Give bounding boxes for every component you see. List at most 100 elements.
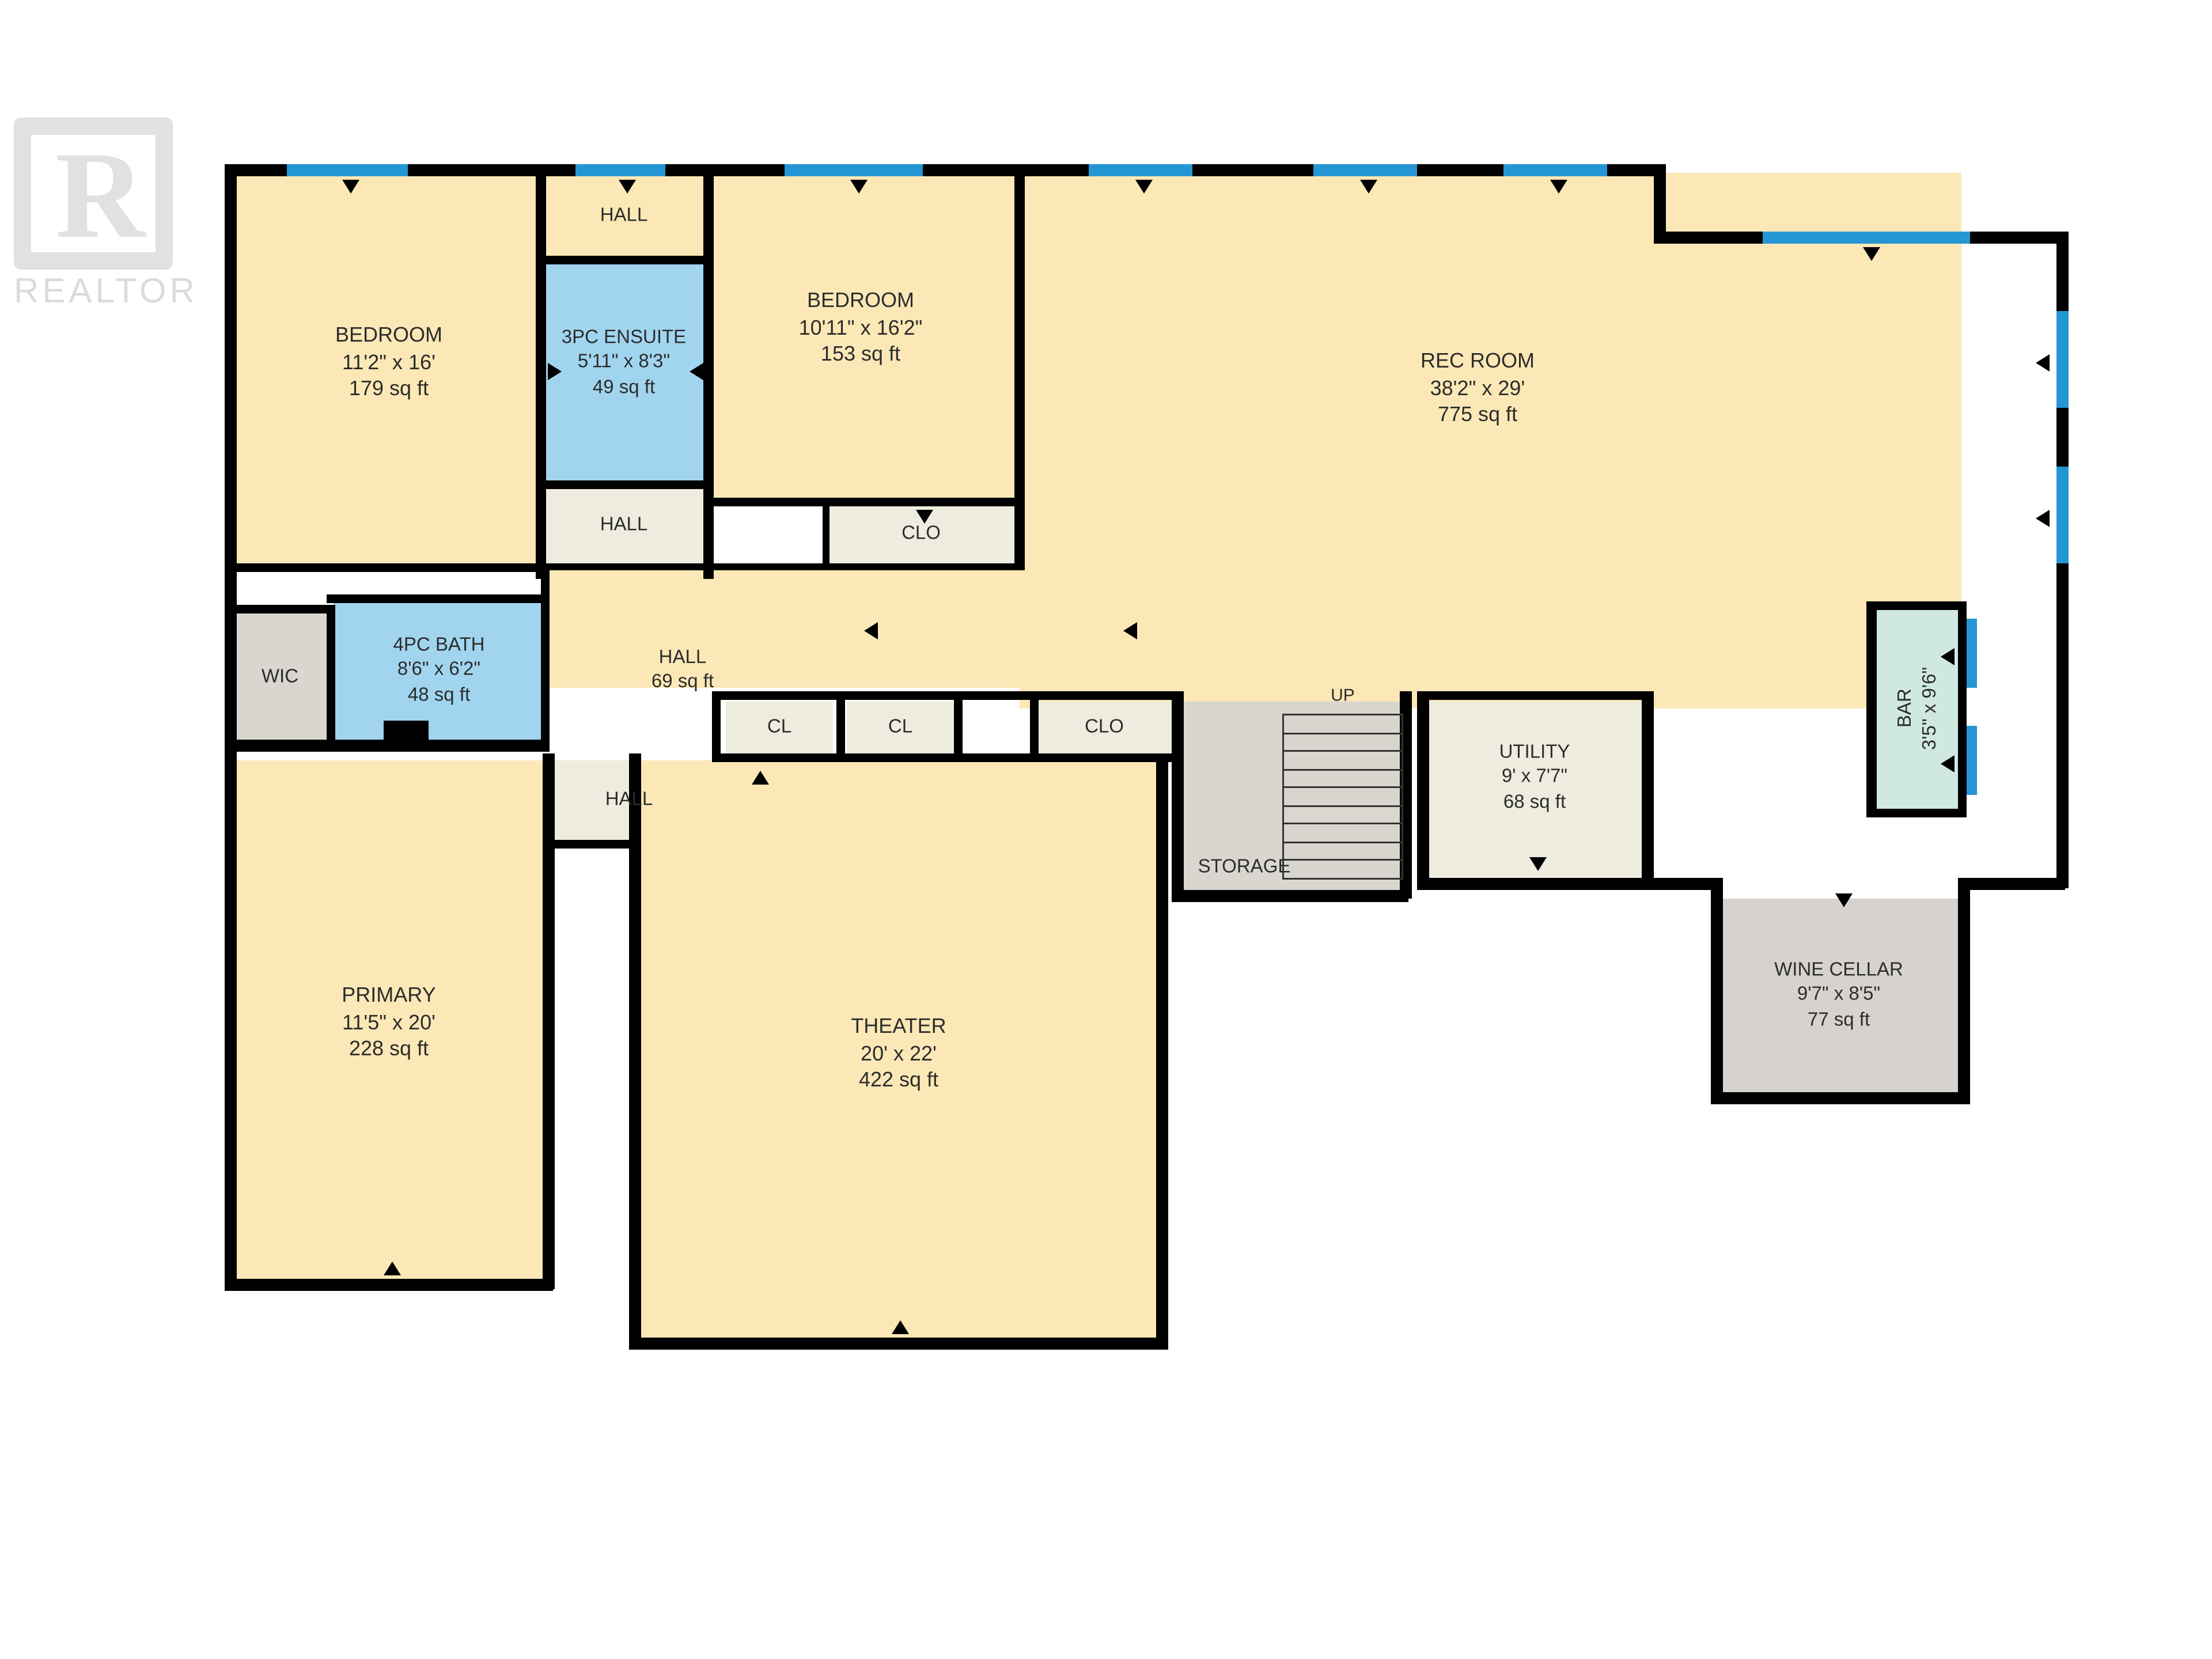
wall-segment — [225, 740, 550, 752]
measure-arrow-icon — [1529, 857, 1547, 871]
label-wic: WIC — [262, 665, 298, 690]
wall-segment — [225, 164, 237, 1287]
label-utility: UTILITY9' x 7'7"68 sq ft — [1499, 741, 1570, 815]
window-segment — [1967, 726, 1977, 795]
measure-arrow-icon — [1135, 180, 1153, 194]
wall-segment — [1175, 890, 1408, 902]
wall-segment — [1711, 1092, 1970, 1104]
window-segment — [287, 164, 408, 176]
wall-segment — [1958, 601, 1967, 816]
label-primary: PRIMARY11'5" x 20'228 sq ft — [342, 983, 435, 1063]
measure-arrow-icon — [850, 180, 868, 194]
label-theater: THEATER20' x 22'422 sq ft — [851, 1014, 946, 1094]
wall-segment — [1172, 691, 1184, 902]
window-segment — [1503, 164, 1607, 176]
wall-segment — [629, 753, 641, 1350]
wall-segment — [1014, 164, 1025, 570]
wall-segment — [1030, 691, 1039, 760]
wall-segment — [823, 501, 830, 567]
wall-segment — [225, 605, 328, 613]
realtor-logo-icon — [14, 118, 173, 270]
wall-segment — [954, 691, 963, 760]
label-rec-room: REC ROOM38'2" x 29'775 sq ft — [1421, 349, 1535, 429]
label-bar: BAR3'5" x 9'6" — [1893, 667, 1943, 750]
wall-segment — [714, 498, 1016, 506]
label-hall-low: HALL — [605, 788, 653, 813]
wall-segment — [1417, 878, 1650, 890]
wall-segment — [712, 691, 1179, 700]
label-hall-top: HALL — [600, 204, 648, 229]
label-storage: STORAGE — [1198, 855, 1291, 880]
measure-arrow-icon — [384, 1262, 401, 1275]
window-segment — [1763, 232, 1970, 244]
wall-segment — [629, 1338, 1168, 1350]
window-segment — [575, 164, 665, 176]
measure-arrow-icon — [342, 180, 359, 194]
wall-segment — [1958, 878, 1970, 1103]
measure-arrow-icon — [619, 180, 636, 194]
measure-arrow-icon — [916, 510, 933, 524]
wall-segment — [1866, 809, 1967, 817]
wall-segment — [225, 1279, 553, 1291]
measure-arrow-icon — [752, 771, 769, 785]
window-segment — [2056, 467, 2069, 563]
wall-segment — [384, 721, 429, 741]
window-segment — [785, 164, 923, 176]
wall-segment — [1711, 878, 1723, 1103]
measure-arrow-icon — [1835, 893, 1853, 907]
wall-segment — [541, 563, 550, 745]
measure-arrow-icon — [1123, 622, 1137, 639]
realtor-watermark: REALTOR — [14, 118, 198, 313]
label-bath-4pc: 4PC BATH8'6" x 6'2"48 sq ft — [393, 634, 485, 708]
label-hall-main: HALL69 sq ft — [652, 646, 714, 695]
wall-segment — [536, 164, 546, 579]
measure-arrow-icon — [1941, 648, 1955, 665]
wall-segment — [327, 594, 548, 603]
wall-segment — [225, 563, 543, 572]
measure-arrow-icon — [892, 1320, 909, 1334]
wall-segment — [1156, 753, 1168, 1350]
measure-arrow-icon — [1360, 180, 1377, 194]
window-segment — [1313, 164, 1417, 176]
wall-segment — [1642, 691, 1654, 890]
window-segment — [1089, 164, 1192, 176]
wall-segment — [1958, 878, 2065, 890]
measure-arrow-icon — [548, 363, 562, 380]
stairs-label: UP — [1331, 685, 1355, 708]
wall-segment — [543, 753, 555, 1289]
measure-arrow-icon — [2036, 354, 2050, 372]
wall-segment — [836, 691, 845, 760]
wall-segment — [712, 691, 721, 760]
wall-segment — [327, 605, 335, 743]
measure-arrow-icon — [1863, 247, 1880, 261]
wall-segment — [543, 840, 639, 849]
label-hall-mid: HALL — [600, 513, 648, 538]
wall-segment — [1866, 601, 1967, 610]
stairs — [1282, 714, 1403, 878]
label-cl-1: CL — [767, 715, 791, 740]
wall-segment — [703, 164, 714, 579]
label-cl-2: CL — [888, 715, 912, 740]
window-segment — [2056, 311, 2069, 408]
wall-segment — [1866, 601, 1877, 817]
label-bedroom-right: BEDROOM10'11" x 16'2"153 sq ft — [799, 288, 923, 369]
wall-segment — [541, 480, 707, 489]
wall-segment — [1650, 878, 1719, 890]
wall-segment — [1417, 691, 1429, 890]
label-clo-3: CLO — [1085, 715, 1124, 740]
label-ensuite: 3PC ENSUITE5'11" x 8'3"49 sq ft — [562, 326, 686, 400]
measure-arrow-icon — [864, 622, 878, 639]
label-clo-br: CLO — [902, 522, 941, 547]
realtor-text: REALTOR — [14, 273, 198, 313]
measure-arrow-icon — [1550, 180, 1567, 194]
label-wine-cellar: WINE CELLAR9'7" x 8'5"77 sq ft — [1774, 959, 1903, 1033]
wall-segment — [541, 256, 707, 264]
floor-plan-canvas: REALTOR UPBEDROOM11'2" x 16'179 sq ftHAL… — [0, 0, 2212, 1659]
window-segment — [1967, 619, 1977, 688]
measure-arrow-icon — [2036, 510, 2050, 527]
measure-arrow-icon — [1941, 755, 1955, 772]
wall-segment — [546, 563, 1021, 570]
wall-segment — [1417, 691, 1650, 700]
wall-segment — [712, 753, 1179, 762]
measure-arrow-icon — [690, 363, 703, 380]
